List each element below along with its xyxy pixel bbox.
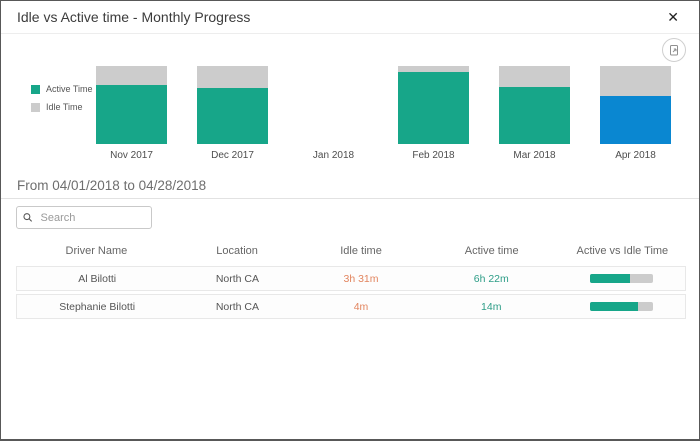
export-chart-icon xyxy=(669,44,678,55)
chart-legend: Active Time Idle Time xyxy=(31,84,93,120)
month-label: Mar 2018 xyxy=(513,150,556,161)
location-cell: North CA xyxy=(215,300,260,313)
legend-label: Active Time xyxy=(46,84,93,94)
month-label: Nov 2017 xyxy=(110,150,153,161)
active-segment xyxy=(96,85,167,144)
driver-name-cell: Al Bilotti xyxy=(78,272,117,285)
idle-time-cell: 3h 31m xyxy=(343,272,379,285)
col-header-location: Location xyxy=(216,245,258,257)
driver-name-cell: Stephanie Bilotti xyxy=(59,300,136,313)
active-segment xyxy=(499,87,570,144)
table-row[interactable]: Al Bilotti North CA 3h 31m 6h 22m xyxy=(16,266,686,291)
legend-item-idle: Idle Time xyxy=(31,102,93,112)
search-box[interactable] xyxy=(16,206,152,229)
month-label: Jan 2018 xyxy=(312,150,355,161)
active-time-cell: 14m xyxy=(481,300,502,313)
chart-bar-dec-2017[interactable] xyxy=(197,66,268,144)
col-header-active-vs-idle: Active vs Idle Time xyxy=(576,245,669,257)
search-icon xyxy=(23,213,33,222)
section-divider xyxy=(1,198,699,199)
active-time-cell: 6h 22m xyxy=(473,272,509,285)
active-segment xyxy=(398,72,469,144)
col-header-driver-name: Driver Name xyxy=(65,245,128,257)
active-vs-idle-bar xyxy=(590,302,653,311)
location-cell: North CA xyxy=(215,272,260,285)
idle-time-swatch xyxy=(31,102,40,112)
active-segment xyxy=(600,96,671,144)
idle-segment xyxy=(600,66,671,96)
dialog-header: Idle vs Active time - Monthly Progress ✕ xyxy=(1,1,699,34)
legend-label: Idle Time xyxy=(46,102,83,112)
date-range-heading: From 04/01/2018 to 04/28/2018 xyxy=(17,178,207,193)
search-input[interactable] xyxy=(38,210,145,225)
chart-bar-feb-2018[interactable] xyxy=(398,66,469,144)
legend-item-active: Active Time xyxy=(31,84,93,94)
month-label: Apr 2018 xyxy=(615,150,656,161)
table-row[interactable]: Stephanie Bilotti North CA 4m 14m xyxy=(16,294,686,319)
active-fill xyxy=(590,302,638,311)
drivers-table: Driver Name Location Idle time Active ti… xyxy=(16,239,686,319)
export-chart-button[interactable] xyxy=(662,38,686,62)
chart-bar-apr-2018[interactable] xyxy=(600,66,671,144)
chart-bar-nov-2017[interactable] xyxy=(96,66,167,144)
idle-segment xyxy=(499,66,570,87)
active-vs-idle-cell xyxy=(558,302,685,311)
idle-segment xyxy=(197,66,268,88)
active-vs-idle-cell xyxy=(558,274,685,283)
month-label: Feb 2018 xyxy=(412,150,455,161)
active-vs-idle-bar xyxy=(590,274,653,283)
monthly-progress-chart: Active Time Idle Time Nov 2017 Dec 2017 Ja… xyxy=(1,34,699,174)
active-time-swatch xyxy=(31,84,40,94)
active-segment xyxy=(197,88,268,144)
idle-time-cell: 4m xyxy=(353,300,369,313)
chart-bar-mar-2018[interactable] xyxy=(499,66,570,144)
col-header-idle-time: Idle time xyxy=(340,245,382,257)
idle-segment xyxy=(96,66,167,85)
idle-segment xyxy=(398,66,469,72)
table-body: Al Bilotti North CA 3h 31m 6h 22m Stephanie … xyxy=(16,266,686,319)
dialog-title: Idle vs Active time - Monthly Progress xyxy=(17,9,251,25)
table-header: Driver Name Location Idle time Active ti… xyxy=(16,239,686,263)
month-label: Dec 2017 xyxy=(211,150,254,161)
close-icon[interactable]: ✕ xyxy=(667,9,679,25)
active-fill xyxy=(590,274,631,283)
col-header-active-time: Active time xyxy=(464,245,519,257)
